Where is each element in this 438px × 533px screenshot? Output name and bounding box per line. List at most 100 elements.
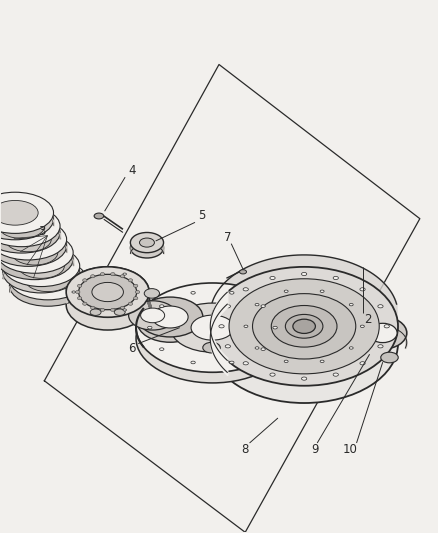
Ellipse shape <box>159 348 164 351</box>
Ellipse shape <box>141 308 165 322</box>
Ellipse shape <box>111 272 115 276</box>
Ellipse shape <box>360 362 365 365</box>
Ellipse shape <box>349 303 353 306</box>
Text: 7: 7 <box>224 231 231 244</box>
Ellipse shape <box>66 266 149 317</box>
Ellipse shape <box>0 238 73 280</box>
Ellipse shape <box>5 227 51 252</box>
Ellipse shape <box>0 200 38 225</box>
Ellipse shape <box>25 267 71 292</box>
Ellipse shape <box>135 290 140 294</box>
Ellipse shape <box>191 292 195 294</box>
Ellipse shape <box>219 325 224 328</box>
Ellipse shape <box>138 302 203 342</box>
Ellipse shape <box>136 283 289 372</box>
Ellipse shape <box>111 308 115 311</box>
Ellipse shape <box>18 254 64 278</box>
Ellipse shape <box>270 277 275 280</box>
Ellipse shape <box>230 361 234 364</box>
Ellipse shape <box>378 345 383 348</box>
Text: 10: 10 <box>343 443 357 456</box>
Ellipse shape <box>244 325 248 327</box>
Ellipse shape <box>240 270 247 274</box>
Ellipse shape <box>92 282 124 302</box>
Ellipse shape <box>360 325 364 327</box>
Ellipse shape <box>284 290 288 293</box>
Ellipse shape <box>320 360 324 362</box>
Ellipse shape <box>191 361 195 364</box>
Ellipse shape <box>100 272 105 276</box>
Ellipse shape <box>301 272 307 276</box>
Ellipse shape <box>255 347 259 349</box>
Ellipse shape <box>0 225 67 266</box>
Ellipse shape <box>148 326 152 329</box>
Ellipse shape <box>123 309 127 311</box>
Ellipse shape <box>170 303 254 352</box>
Ellipse shape <box>0 214 45 238</box>
Ellipse shape <box>273 326 277 329</box>
Ellipse shape <box>0 212 60 253</box>
Ellipse shape <box>384 325 389 328</box>
Ellipse shape <box>191 315 234 340</box>
Ellipse shape <box>284 360 288 362</box>
Text: 9: 9 <box>311 443 319 456</box>
Ellipse shape <box>243 362 248 365</box>
Ellipse shape <box>123 273 127 275</box>
Ellipse shape <box>293 319 315 334</box>
Ellipse shape <box>333 373 339 376</box>
Text: 6: 6 <box>128 342 135 356</box>
Ellipse shape <box>10 259 86 300</box>
Ellipse shape <box>128 302 133 305</box>
Ellipse shape <box>271 305 337 347</box>
Ellipse shape <box>229 279 379 374</box>
Ellipse shape <box>368 324 397 343</box>
Ellipse shape <box>91 306 95 309</box>
Ellipse shape <box>138 297 203 337</box>
Ellipse shape <box>94 213 104 219</box>
Ellipse shape <box>261 348 265 351</box>
Ellipse shape <box>90 309 101 316</box>
Ellipse shape <box>0 192 53 233</box>
Ellipse shape <box>3 245 80 287</box>
Text: 5: 5 <box>198 209 205 222</box>
Ellipse shape <box>139 238 155 247</box>
Ellipse shape <box>378 305 383 308</box>
Ellipse shape <box>230 292 234 294</box>
Ellipse shape <box>349 347 353 349</box>
Ellipse shape <box>10 265 86 306</box>
Ellipse shape <box>0 199 53 240</box>
Ellipse shape <box>136 294 289 383</box>
Ellipse shape <box>255 303 259 306</box>
Ellipse shape <box>131 232 163 253</box>
Ellipse shape <box>203 342 220 353</box>
Ellipse shape <box>83 279 87 282</box>
Ellipse shape <box>100 308 105 311</box>
Ellipse shape <box>253 294 356 359</box>
Ellipse shape <box>134 297 138 300</box>
Ellipse shape <box>83 302 87 305</box>
Ellipse shape <box>134 284 138 287</box>
Ellipse shape <box>144 288 159 298</box>
Ellipse shape <box>79 274 137 310</box>
Ellipse shape <box>12 240 58 265</box>
Ellipse shape <box>360 288 365 291</box>
Ellipse shape <box>333 277 339 280</box>
Ellipse shape <box>286 314 323 338</box>
Ellipse shape <box>78 284 82 287</box>
Ellipse shape <box>359 317 407 349</box>
Ellipse shape <box>91 274 95 278</box>
Ellipse shape <box>261 305 265 308</box>
Text: 4: 4 <box>128 164 135 177</box>
Ellipse shape <box>210 284 398 403</box>
Ellipse shape <box>0 232 73 273</box>
Text: 8: 8 <box>241 443 249 456</box>
Ellipse shape <box>270 373 275 376</box>
Ellipse shape <box>129 301 177 330</box>
Ellipse shape <box>159 305 164 308</box>
Ellipse shape <box>3 252 80 293</box>
Ellipse shape <box>320 290 324 293</box>
Text: 2: 2 <box>364 313 371 326</box>
Ellipse shape <box>0 206 60 247</box>
Ellipse shape <box>210 267 398 386</box>
Ellipse shape <box>128 279 133 282</box>
